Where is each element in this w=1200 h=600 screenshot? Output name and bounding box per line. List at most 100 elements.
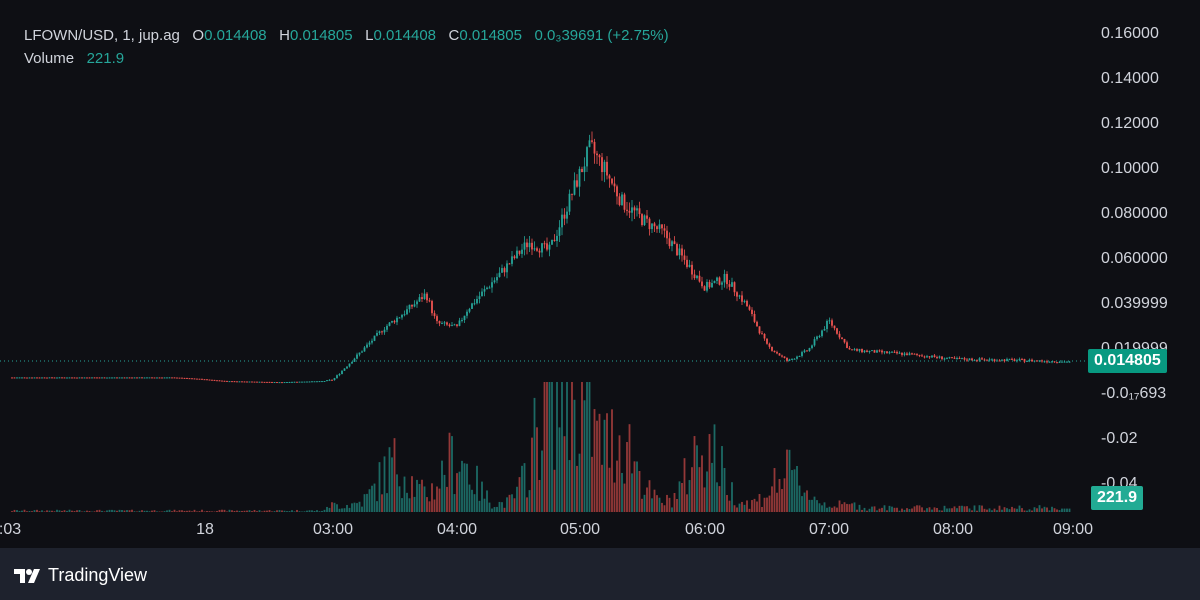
volume-bar <box>986 509 988 512</box>
candle-body <box>803 350 806 353</box>
candle-body <box>691 264 693 275</box>
candle-body <box>753 313 756 322</box>
candle-body <box>278 382 281 384</box>
candle-body <box>841 337 843 339</box>
candle-body <box>656 226 658 230</box>
candle-body <box>648 218 651 230</box>
candle-body <box>843 338 846 343</box>
close-value: 0.014805 <box>459 27 522 44</box>
volume-bar <box>628 424 631 512</box>
candle-body <box>116 377 118 379</box>
candle-body <box>108 377 111 379</box>
volume-bar <box>883 505 886 512</box>
volume-bar <box>196 511 198 512</box>
volume-bar <box>353 502 356 512</box>
volume-bar <box>313 510 316 512</box>
candle-body <box>693 274 696 279</box>
volume-bar <box>1061 508 1063 512</box>
volume-bar <box>871 506 873 512</box>
volume-bar <box>818 503 821 512</box>
time-tick-label: 08:00 <box>932 521 974 538</box>
volume-bar <box>513 498 516 512</box>
volume-bar <box>203 511 206 512</box>
candle-body <box>1016 360 1018 362</box>
candle-body <box>106 377 108 379</box>
candle-body <box>456 324 458 326</box>
volume-bar <box>816 500 818 512</box>
volume-bar <box>766 497 768 512</box>
candle-body <box>1058 361 1061 363</box>
volume-bar <box>68 509 71 512</box>
candle-body <box>156 377 158 379</box>
volume-bar <box>571 382 573 512</box>
volume-bar <box>263 510 266 512</box>
volume-bar <box>548 382 551 512</box>
plot-area[interactable] <box>0 0 1088 512</box>
volume-bar <box>293 511 296 512</box>
volume-bar <box>453 494 456 512</box>
candle-body <box>101 377 103 379</box>
candle-body <box>401 314 403 318</box>
volume-bar <box>861 509 863 512</box>
volume-bar <box>921 507 923 512</box>
candle-body <box>451 325 453 327</box>
symbol-label[interactable]: LFOWN/USD, 1, jup.ag <box>24 27 180 44</box>
volume-bar <box>488 502 491 512</box>
volume-bar <box>1021 508 1023 512</box>
volume-bar <box>133 511 136 512</box>
volume-bar <box>563 436 566 512</box>
candle-body <box>1033 360 1036 362</box>
candle-body <box>111 377 113 379</box>
volume-bar <box>948 508 951 512</box>
candle-body <box>701 281 703 287</box>
candle-body <box>763 333 766 339</box>
last-price-badge: 0.014805 <box>1088 349 1167 373</box>
volume-bar <box>73 511 76 512</box>
volume-bar <box>588 382 591 512</box>
volume-bar <box>421 479 423 512</box>
volume-bar <box>228 509 231 512</box>
candle-body <box>511 256 513 264</box>
volume-bar <box>428 501 431 512</box>
candle-body <box>668 238 671 247</box>
candle-body <box>788 359 791 361</box>
tradingview-logo[interactable]: TradingView <box>14 565 147 586</box>
volume-bar <box>18 511 21 512</box>
volume-bar <box>753 498 756 512</box>
volume-bar <box>761 506 763 512</box>
volume-bar <box>566 382 568 512</box>
candle-body <box>91 377 93 379</box>
price-chart[interactable] <box>0 0 1088 512</box>
volume-bar <box>21 510 23 512</box>
volume-bar <box>516 486 518 512</box>
volume-bar <box>826 507 828 512</box>
candle-body <box>1003 359 1006 362</box>
candle-body <box>416 301 418 305</box>
volume-bar <box>1033 507 1036 512</box>
candle-body <box>891 351 893 353</box>
candle-body <box>738 295 741 297</box>
volume-key[interactable]: Volume <box>24 50 75 67</box>
candle-body <box>818 336 821 338</box>
candle-body <box>303 381 306 383</box>
price-tick-label: 0.12000 <box>1101 115 1159 132</box>
volume-bar <box>1041 508 1043 512</box>
volume-bar <box>903 509 906 512</box>
candle-body <box>266 381 268 383</box>
volume-bar <box>171 511 173 512</box>
volume-bar <box>496 506 498 512</box>
candle-body <box>38 377 41 379</box>
candle-body <box>88 377 91 379</box>
volume-bar <box>368 489 371 512</box>
volume-bar <box>703 487 706 512</box>
candle-body <box>378 331 381 334</box>
candle-body <box>68 377 71 379</box>
time-axis[interactable]: :03 18 03:00 04:00 05:00 06:00 07:00 08:… <box>0 512 1093 548</box>
candle-body <box>641 214 643 226</box>
volume-bar <box>841 504 843 512</box>
candle-body <box>928 356 931 358</box>
volume-bar <box>183 510 186 512</box>
chart-panel[interactable]: LFOWN/USD, 1, jup.ag O0.014408 H0.014805… <box>0 0 1200 548</box>
candle-body <box>698 275 701 282</box>
price-axis[interactable]: 0.16000 0.14000 0.12000 0.10000 0.080000… <box>1088 0 1200 512</box>
